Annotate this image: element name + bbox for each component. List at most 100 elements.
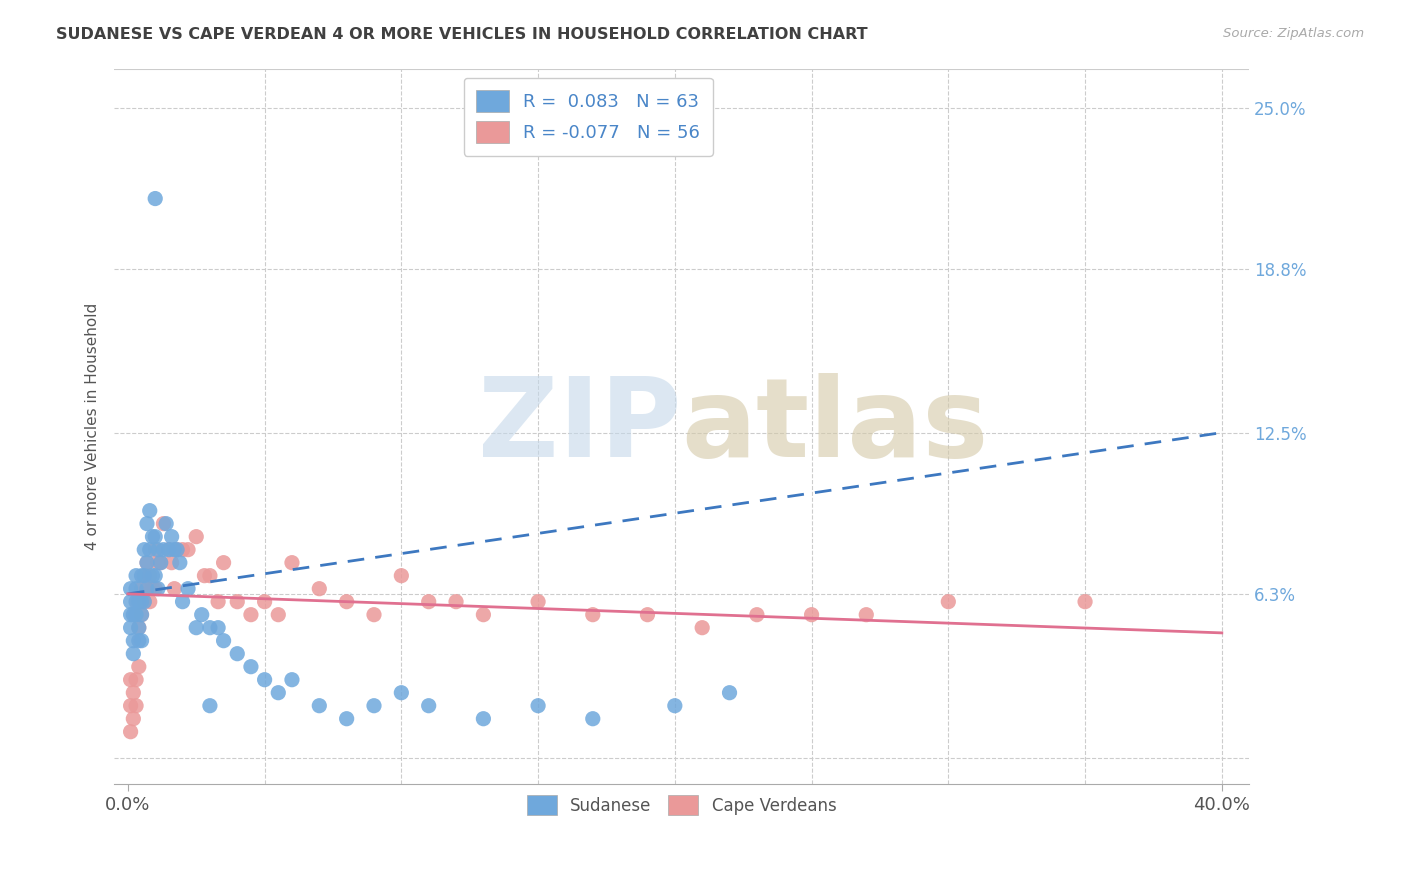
Point xyxy=(120,724,142,739)
Point xyxy=(800,607,823,622)
Point xyxy=(1074,595,1097,609)
Point xyxy=(186,621,208,635)
Point xyxy=(143,192,166,206)
Point xyxy=(128,621,150,635)
Point xyxy=(141,530,163,544)
Point xyxy=(143,530,166,544)
Point xyxy=(253,595,276,609)
Point xyxy=(136,516,159,531)
Point xyxy=(226,647,249,661)
Point xyxy=(120,621,142,635)
Point xyxy=(134,595,156,609)
Point xyxy=(745,607,768,622)
Point xyxy=(172,542,194,557)
Point xyxy=(131,582,153,596)
Point xyxy=(527,698,550,713)
Point xyxy=(389,686,412,700)
Point xyxy=(131,633,153,648)
Point xyxy=(207,621,229,635)
Point xyxy=(125,698,148,713)
Point xyxy=(239,607,262,622)
Point xyxy=(177,582,200,596)
Point xyxy=(146,542,169,557)
Point xyxy=(664,698,686,713)
Point xyxy=(143,582,166,596)
Point xyxy=(212,556,235,570)
Point xyxy=(190,607,212,622)
Point xyxy=(136,582,159,596)
Point xyxy=(120,673,142,687)
Point xyxy=(122,633,145,648)
Text: SUDANESE VS CAPE VERDEAN 4 OR MORE VEHICLES IN HOUSEHOLD CORRELATION CHART: SUDANESE VS CAPE VERDEAN 4 OR MORE VEHIC… xyxy=(56,27,868,42)
Point xyxy=(336,595,359,609)
Point xyxy=(134,568,156,582)
Point xyxy=(128,621,150,635)
Point xyxy=(336,712,359,726)
Point xyxy=(146,556,169,570)
Point xyxy=(267,607,290,622)
Point xyxy=(418,595,440,609)
Point xyxy=(125,607,148,622)
Point xyxy=(149,556,172,570)
Text: Source: ZipAtlas.com: Source: ZipAtlas.com xyxy=(1223,27,1364,40)
Point xyxy=(169,556,191,570)
Point xyxy=(155,516,177,531)
Point xyxy=(253,673,276,687)
Point xyxy=(418,698,440,713)
Point xyxy=(718,686,741,700)
Point xyxy=(122,607,145,622)
Point xyxy=(125,568,148,582)
Point xyxy=(163,542,186,557)
Point xyxy=(128,595,150,609)
Point xyxy=(389,568,412,582)
Point xyxy=(198,568,221,582)
Point xyxy=(120,582,142,596)
Point xyxy=(136,582,159,596)
Point xyxy=(149,556,172,570)
Point xyxy=(141,582,163,596)
Point xyxy=(120,607,142,622)
Point xyxy=(177,542,200,557)
Point xyxy=(281,673,304,687)
Legend: Sudanese, Cape Verdeans: Sudanese, Cape Verdeans xyxy=(517,785,846,825)
Point xyxy=(131,568,153,582)
Point xyxy=(193,568,215,582)
Point xyxy=(198,698,221,713)
Point xyxy=(125,673,148,687)
Point xyxy=(582,712,605,726)
Point xyxy=(122,647,145,661)
Point xyxy=(139,595,162,609)
Point xyxy=(582,607,605,622)
Point xyxy=(120,698,142,713)
Point xyxy=(128,633,150,648)
Point xyxy=(139,542,162,557)
Point xyxy=(125,582,148,596)
Point xyxy=(186,530,208,544)
Point xyxy=(141,568,163,582)
Point xyxy=(308,698,330,713)
Point xyxy=(212,633,235,648)
Point xyxy=(281,556,304,570)
Point xyxy=(363,607,385,622)
Point xyxy=(157,542,180,557)
Point xyxy=(163,582,186,596)
Point xyxy=(134,568,156,582)
Point xyxy=(139,568,162,582)
Point xyxy=(472,607,495,622)
Point xyxy=(166,542,188,557)
Text: atlas: atlas xyxy=(682,373,988,480)
Point xyxy=(143,568,166,582)
Point xyxy=(131,607,153,622)
Point xyxy=(120,595,142,609)
Point xyxy=(160,556,183,570)
Point xyxy=(136,556,159,570)
Point xyxy=(363,698,385,713)
Text: ZIP: ZIP xyxy=(478,373,682,480)
Point xyxy=(143,542,166,557)
Point xyxy=(128,659,150,673)
Point xyxy=(936,595,959,609)
Point xyxy=(122,686,145,700)
Point xyxy=(207,595,229,609)
Point xyxy=(157,542,180,557)
Point xyxy=(125,595,148,609)
